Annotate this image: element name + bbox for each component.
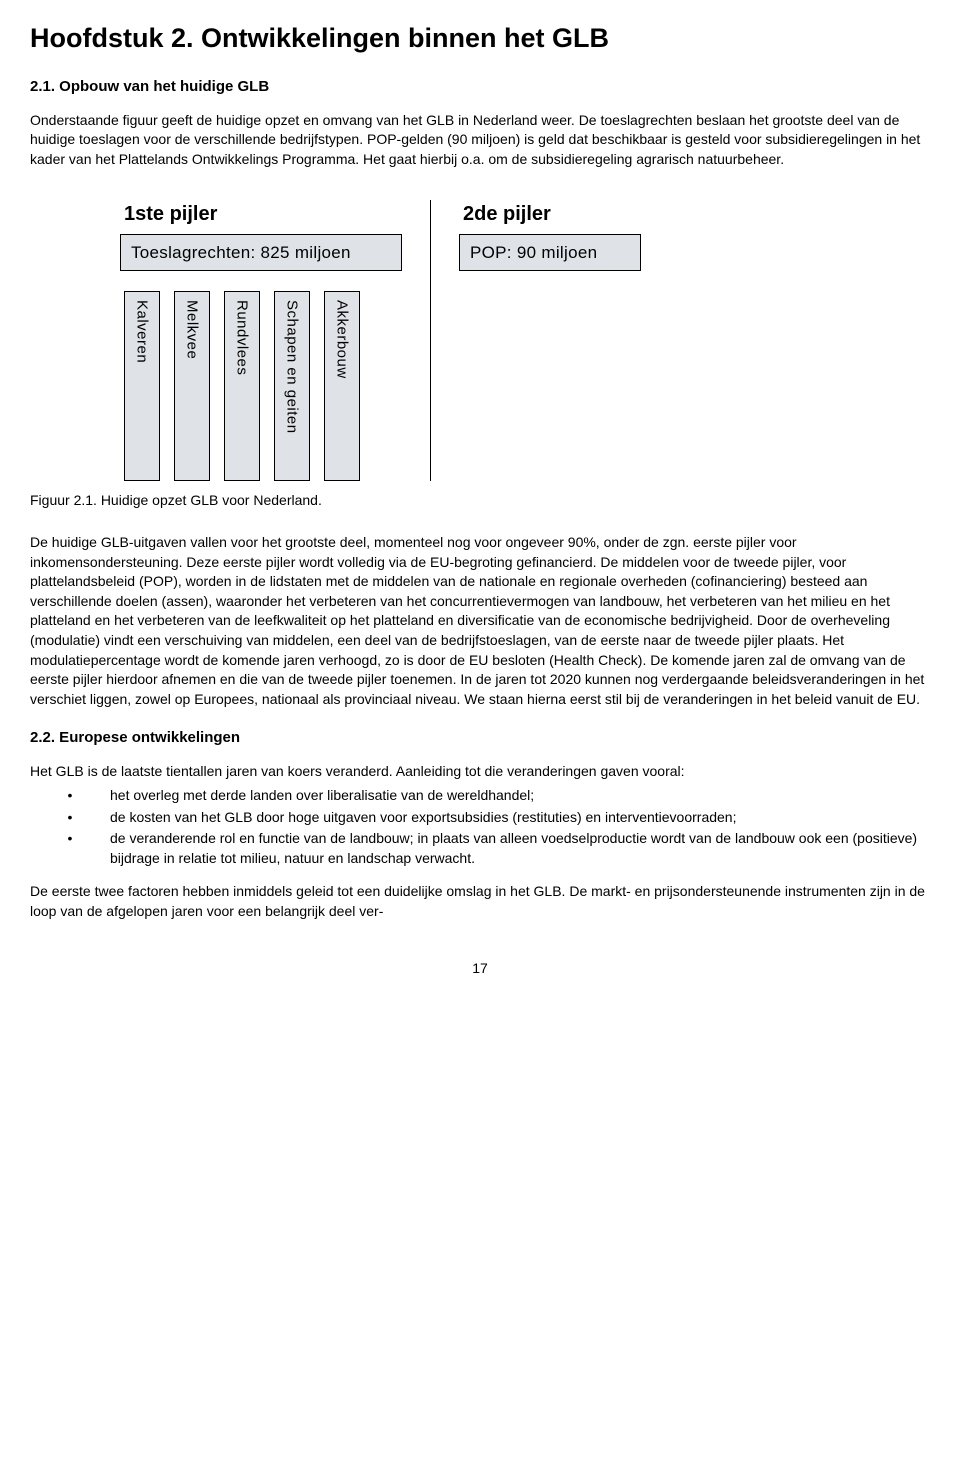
paragraph-body-1: De huidige GLB-uitgaven vallen voor het … bbox=[30, 533, 930, 709]
subbox-akkerbouw: Akkerbouw bbox=[324, 291, 360, 481]
section-2-2-title: 2.2. Europese ontwikkelingen bbox=[30, 727, 930, 748]
bullet-icon: • bbox=[30, 786, 110, 806]
pillar-1-box: Toeslagrechten: 825 miljoen bbox=[120, 234, 402, 272]
pillar-1-title: 1ste pijler bbox=[120, 200, 217, 228]
paragraph-intro: Onderstaande figuur geeft de huidige opz… bbox=[30, 111, 930, 170]
list-item: •de kosten van het GLB door hoge uitgave… bbox=[30, 808, 930, 828]
glb-diagram: 1ste pijler Toeslagrechten: 825 miljoen … bbox=[120, 200, 930, 482]
bullet-icon: • bbox=[30, 829, 110, 849]
pillar-divider bbox=[430, 200, 431, 482]
bullet-list: •het overleg met derde landen over liber… bbox=[30, 786, 930, 868]
pillar-1: 1ste pijler Toeslagrechten: 825 miljoen … bbox=[120, 200, 402, 482]
list-item: •het overleg met derde landen over liber… bbox=[30, 786, 930, 806]
list-item: •de veranderende rol en functie van de l… bbox=[30, 829, 930, 868]
subbox-schapen-geiten: Schapen en geiten bbox=[274, 291, 310, 481]
subbox-melkvee: Melkvee bbox=[174, 291, 210, 481]
pillar-2: 2de pijler POP: 90 miljoen bbox=[459, 200, 641, 272]
pillar-1-subboxes: Kalveren Melkvee Rundvlees Schapen en ge… bbox=[120, 291, 360, 481]
section-2-1-title: 2.1. Opbouw van het huidige GLB bbox=[30, 76, 930, 97]
pillar-2-title: 2de pijler bbox=[459, 200, 551, 228]
paragraph-body-2: De eerste twee factoren hebben inmiddels… bbox=[30, 882, 930, 921]
figure-caption: Figuur 2.1. Huidige opzet GLB voor Neder… bbox=[30, 491, 930, 511]
bullet-icon: • bbox=[30, 808, 110, 828]
subbox-kalveren: Kalveren bbox=[124, 291, 160, 481]
pillar-2-box: POP: 90 miljoen bbox=[459, 234, 641, 272]
paragraph-lead-list: Het GLB is de laatste tientallen jaren v… bbox=[30, 762, 930, 782]
chapter-heading: Hoofdstuk 2. Ontwikkelingen binnen het G… bbox=[30, 20, 930, 58]
page-number: 17 bbox=[30, 959, 930, 979]
subbox-rundvlees: Rundvlees bbox=[224, 291, 260, 481]
